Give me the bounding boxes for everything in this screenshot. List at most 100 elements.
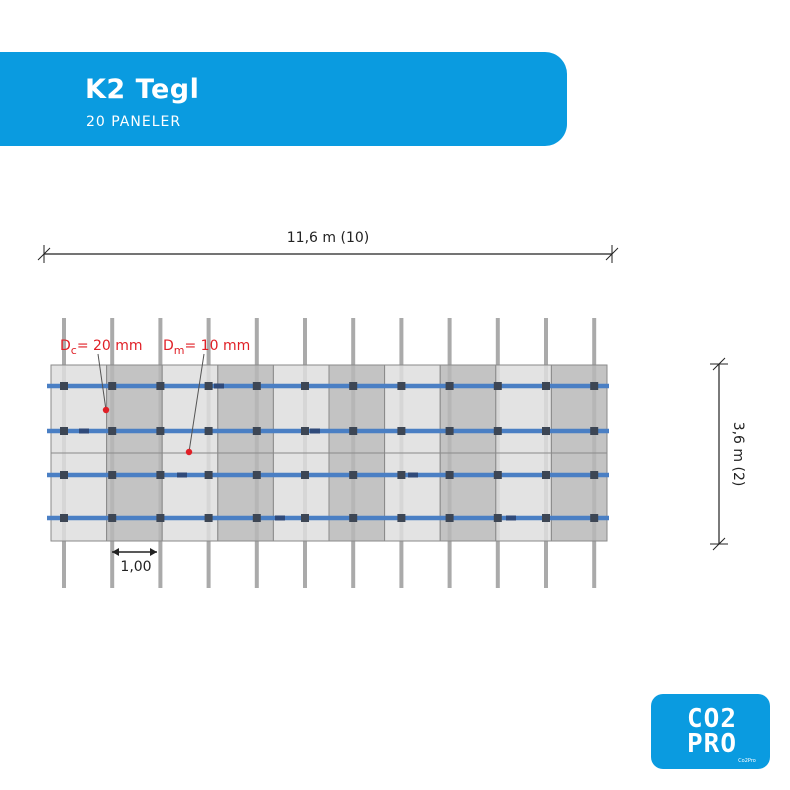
dc-marker: [102, 406, 110, 414]
rafter-clamp: [204, 427, 213, 435]
rafter-clamp: [397, 471, 406, 479]
solar-panel: [495, 364, 552, 454]
rail-splice: [275, 515, 285, 521]
solar-panel: [106, 452, 163, 542]
rafter-clamp: [108, 514, 117, 522]
rafter-clamp: [108, 382, 117, 390]
dm-subscript: m: [174, 344, 185, 357]
rafter-clamp: [542, 471, 550, 479]
solar-panel: [384, 364, 441, 454]
rafter-clamp: [590, 427, 599, 435]
logo-top-text: CO2: [687, 704, 737, 734]
rafter-clamp: [590, 382, 599, 390]
rafter-clamp: [542, 514, 550, 522]
rafter-clamp: [252, 471, 261, 479]
rafter-clamp: [301, 514, 309, 522]
solar-panel: [439, 452, 497, 542]
rafter-clamp: [445, 382, 454, 390]
rafter-clamp: [156, 382, 165, 390]
rafter-clamp: [397, 514, 406, 522]
width-dimension-label: 11,6 m (10): [287, 230, 369, 246]
solar-panel: [272, 452, 330, 542]
dm-value: = 10 mm: [185, 338, 251, 354]
solar-panel: [161, 364, 219, 454]
solar-panel: [217, 452, 274, 542]
rafter-clamp: [301, 471, 309, 479]
solar-panel: [550, 452, 608, 542]
rafter-clamp: [590, 514, 599, 522]
rafter-clamp: [590, 471, 599, 479]
rafter-clamp: [397, 427, 406, 435]
spacing-dimension-label: 1,00: [120, 559, 151, 575]
solar-panel: [495, 452, 552, 542]
rafter-clamp: [60, 382, 68, 390]
solar-panel: [50, 364, 108, 454]
rafter-clamp: [156, 471, 165, 479]
rafter-clamp: [60, 471, 68, 479]
rafter-clamp: [60, 427, 68, 435]
rafter-clamp: [156, 514, 165, 522]
solar-panels: [50, 364, 608, 542]
dc-value: = 20 mm: [77, 338, 143, 354]
rafter-clamp: [108, 427, 117, 435]
dm-annotation: Dm= 10 mm: [163, 338, 250, 456]
dm-symbol: D: [163, 338, 174, 354]
clamps: [60, 382, 599, 522]
dc-label: Dc= 20 mm: [60, 338, 143, 357]
solar-panel: [439, 364, 497, 454]
dc-subscript: c: [71, 344, 77, 357]
solar-panel: [272, 364, 330, 454]
solar-panel: [384, 452, 441, 542]
rafter-clamp: [108, 471, 117, 479]
width-dimension: 11,6 m (10): [37, 230, 619, 263]
page-title: K2 Tegl: [85, 74, 200, 105]
height-dimension: 3,6 m (2): [710, 357, 746, 551]
rafter-clamp: [252, 514, 261, 522]
solar-panel: [106, 364, 163, 454]
rafter-clamp: [204, 471, 213, 479]
rafter-clamp: [301, 427, 309, 435]
rafter-clamp: [542, 427, 550, 435]
rafter-clamp: [252, 382, 261, 390]
rafter-clamp: [493, 382, 502, 390]
solar-panel: [217, 364, 274, 454]
height-dimension-label: 3,6 m (2): [730, 422, 746, 487]
rail-splice: [408, 472, 418, 478]
logo-caption: Co2Pro: [738, 758, 756, 764]
rafter-clamp: [349, 471, 358, 479]
rafter-clamp: [349, 427, 358, 435]
solar-panel: [161, 452, 219, 542]
page-subtitle: 20 PANELER: [86, 114, 182, 130]
rafter-clamp: [156, 427, 165, 435]
dc-annotation: Dc= 20 mm: [60, 338, 143, 414]
rafter-clamp: [204, 514, 213, 522]
dm-marker: [185, 448, 193, 456]
logo-mark: CO2 PRO Co2Pro: [687, 704, 756, 764]
rail-splice: [79, 428, 89, 434]
rafter-clamp: [349, 382, 358, 390]
rafter-clamp: [204, 382, 213, 390]
solar-panel: [328, 364, 386, 454]
title-banner: [0, 52, 567, 146]
solar-panel: [328, 452, 386, 542]
rafter-clamp: [397, 382, 406, 390]
solar-panel: [550, 364, 608, 454]
rafter-clamp: [349, 514, 358, 522]
rafter-clamp: [542, 382, 550, 390]
rafter-clamp: [493, 427, 502, 435]
rafter-clamp: [493, 514, 502, 522]
logo-bottom-text: PRO: [687, 729, 737, 759]
co2pro-logo: CO2 PRO Co2Pro: [651, 694, 770, 769]
spacing-dimension: 1,00: [112, 548, 157, 575]
rail-splice: [310, 428, 320, 434]
rafter-clamp: [60, 514, 68, 522]
rafter-clamp: [445, 514, 454, 522]
solar-panel: [50, 452, 108, 542]
dc-symbol: D: [60, 338, 71, 354]
rail-splice: [506, 515, 516, 521]
rafter-clamp: [493, 471, 502, 479]
rail-splice: [177, 472, 187, 478]
rafter-clamp: [301, 382, 309, 390]
dm-label: Dm= 10 mm: [163, 338, 250, 357]
rafter-clamp: [445, 427, 454, 435]
